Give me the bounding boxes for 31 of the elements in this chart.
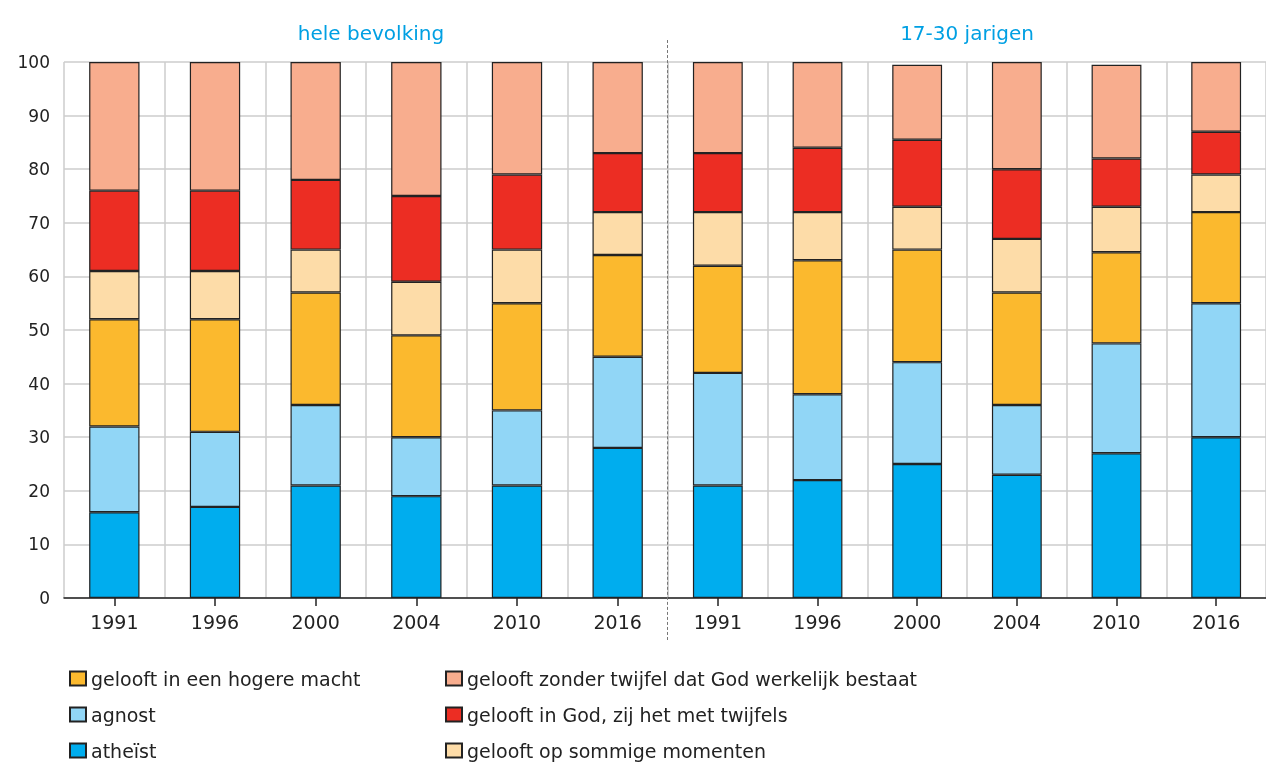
x-tick-label: 2016 [593, 610, 642, 633]
y-tick-label: 90 [28, 105, 50, 126]
legend-label: gelooft zonder twijfel dat God werkelijk bestaat [467, 667, 918, 690]
legend-label: gelooft in God, zij het met twijfels [467, 703, 788, 726]
legend-label: gelooft in een hogere macht [91, 667, 361, 690]
x-tick-label: 2000 [291, 610, 340, 633]
x-tick-label: 1991 [90, 610, 139, 633]
legend-label: agnost [91, 703, 156, 726]
legend-label: atheïst [91, 739, 157, 762]
x-tick-label: 1991 [693, 610, 743, 633]
y-tick-label: 30 [28, 427, 50, 448]
x-tick-label: 1996 [793, 610, 842, 633]
x-tick-label: 2004 [992, 610, 1042, 633]
legend-label: gelooft op sommige momenten [467, 739, 767, 762]
chart-title: hele bevolking [297, 21, 445, 45]
x-tick-label: 2004 [392, 610, 441, 633]
y-tick-label: 0 [39, 588, 50, 608]
y-tick-label: 80 [28, 159, 50, 180]
x-tick-label: 2010 [492, 610, 542, 633]
y-tick-label: 70 [28, 212, 50, 233]
y-tick-label: 100 [17, 52, 50, 72]
x-tick-label: 2016 [1191, 610, 1241, 633]
x-tick-label: 2010 [1092, 610, 1141, 633]
y-tick-label: 50 [28, 320, 50, 340]
y-tick-label: 40 [28, 373, 50, 394]
y-tick-label: 60 [28, 266, 50, 287]
y-tick-label: 20 [28, 480, 50, 501]
x-tick-label: 2000 [892, 610, 942, 633]
chart-title: 17-30 jarigen [900, 21, 1034, 45]
y-tick-label: 10 [28, 534, 50, 555]
x-tick-label: 1996 [190, 610, 240, 633]
